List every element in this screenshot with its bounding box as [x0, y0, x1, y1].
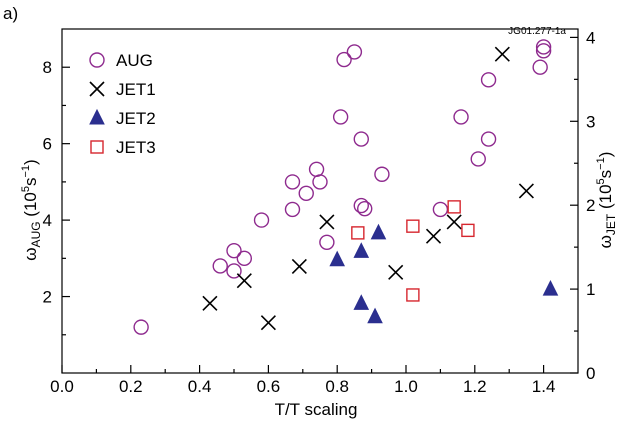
x-tick-label: 1.4 [532, 377, 556, 396]
axis-tick-labels: 0.0 0.2 0.4 0.6 0.8 1.0 1.2 1.4 2 4 6 8 0 1 2 3 4 [43, 28, 596, 396]
aug-point [535, 39, 552, 55]
jet2-point [353, 242, 370, 258]
aug-point [353, 131, 369, 147]
legend-label-jet3: JET3 [116, 138, 156, 157]
jet3-point [406, 288, 420, 302]
jet1-point [260, 315, 276, 331]
y-left-tick-label: 2 [43, 288, 52, 307]
aug-point [535, 43, 552, 59]
x-tick-label: 0.6 [257, 377, 281, 396]
aug-point [212, 258, 228, 274]
aug-legend-marker [89, 52, 105, 68]
aug-point [353, 197, 369, 214]
aug-point [312, 174, 328, 190]
aug-point [480, 131, 497, 147]
jet1-point [494, 46, 510, 62]
jet1-point [202, 295, 218, 311]
aug-point [332, 109, 349, 125]
x-tick-label: 0.2 [119, 377, 143, 396]
axis-ticks [61, 36, 578, 374]
aug-point [308, 161, 325, 177]
y-right-tick-label: 2 [586, 196, 595, 215]
aug-point [470, 151, 486, 167]
jet1-point [236, 273, 252, 289]
jet3-point [406, 219, 420, 233]
jet2-point [329, 250, 346, 267]
x-tick-label: 0.4 [188, 377, 212, 396]
aug-point [226, 242, 242, 259]
panel-label: a) [3, 4, 18, 23]
y-left-tick-label: 6 [43, 135, 52, 154]
jet1-point [319, 214, 335, 230]
jet3-point [351, 226, 365, 240]
x-tick-label: 0.8 [325, 377, 349, 396]
figure-id: JG01.277-1a [508, 26, 566, 37]
aug-point [432, 201, 449, 218]
jet1-point [291, 258, 307, 275]
aug-point [133, 319, 149, 335]
y-left-tick-label: 4 [43, 211, 52, 230]
y-right-tick-label: 4 [586, 28, 595, 47]
aug-point [253, 212, 270, 228]
plot-area-frame [61, 28, 579, 374]
y-left-axis-title: ωAUG (105s−1) [20, 159, 43, 260]
jet3-legend-marker [90, 140, 104, 154]
aug-point [336, 51, 352, 68]
jet2-legend-marker [89, 108, 105, 125]
x-axis-title: T/T scaling [275, 400, 358, 419]
y-right-tick-label: 3 [586, 112, 595, 131]
legend-label-jet2: JET2 [116, 109, 156, 128]
jet1-legend-marker [89, 81, 105, 97]
aug-point [532, 59, 548, 75]
y-left-tick-label: 8 [43, 58, 52, 77]
jet3-point [447, 200, 461, 214]
aug-point [357, 200, 373, 217]
jet1-point [518, 183, 534, 199]
jet2-point [353, 294, 370, 310]
aug-point [374, 166, 390, 182]
jet2-point [367, 307, 383, 324]
aug-point [453, 109, 469, 125]
aug-point [226, 263, 242, 279]
jet3-point [461, 223, 475, 238]
y-right-tick-label: 1 [586, 280, 595, 299]
x-tick-label: 1.0 [394, 377, 418, 396]
jet1-point [446, 214, 462, 230]
jet1-point [425, 228, 442, 244]
aug-point [236, 250, 253, 267]
aug-point [480, 72, 497, 88]
legend-label-jet1: JET1 [116, 80, 156, 99]
aug-point [284, 174, 301, 190]
y-right-tick-label: 0 [586, 364, 595, 383]
aug-point [284, 201, 301, 218]
jet2-point [542, 279, 559, 296]
aug-point [319, 234, 335, 250]
y-right-axis-title: ωJET (105s−1) [595, 152, 618, 249]
jet2-point [370, 223, 387, 240]
jet1-point [388, 264, 404, 280]
x-tick-label: 0.0 [50, 377, 74, 396]
aug-point [298, 185, 314, 202]
data-points [133, 39, 559, 335]
legend-label-aug: AUG [116, 51, 153, 70]
legend: AUG JET1 JET2 JET3 [89, 51, 156, 157]
aug-point [346, 44, 363, 60]
x-tick-label: 1.2 [463, 377, 487, 396]
